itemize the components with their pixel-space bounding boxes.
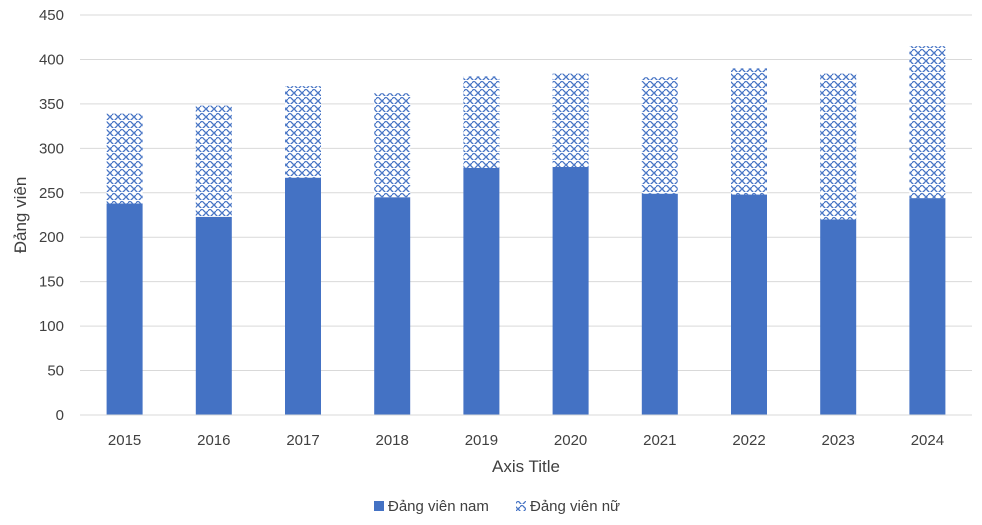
- y-tick-label: 150: [39, 274, 64, 291]
- legend: Đảng viên nam Đảng viên nữ: [374, 498, 620, 515]
- y-tick-label: 250: [39, 185, 64, 202]
- y-tick-label: 450: [39, 7, 64, 24]
- x-tick-label: 2017: [286, 432, 319, 449]
- bar-female-2018: [374, 93, 411, 198]
- y-tick-label: 300: [39, 140, 64, 157]
- bar-female-2023: [820, 73, 857, 220]
- y-tick-label: 50: [47, 363, 64, 380]
- x-tick-label: 2018: [376, 432, 409, 449]
- x-tick-label: 2015: [108, 432, 141, 449]
- x-axis-title: Axis Title: [492, 457, 560, 476]
- bar-male-2016: [195, 216, 232, 415]
- bar-female-2020: [552, 73, 589, 167]
- x-tick-label: 2016: [197, 432, 230, 449]
- bar-female-2019: [463, 76, 500, 168]
- bar-female-2024: [909, 46, 946, 199]
- legend-label-male: Đảng viên nam: [388, 498, 489, 515]
- bar-male-2017: [285, 177, 321, 415]
- bar-male-2020: [552, 167, 589, 415]
- y-tick-label: 400: [39, 51, 64, 68]
- x-tick-label: 2024: [911, 432, 944, 449]
- y-tick-label: 350: [39, 96, 64, 113]
- legend-swatch-male: [374, 501, 384, 511]
- bar-male-2021: [641, 193, 678, 415]
- bar-male-2023: [820, 219, 857, 415]
- y-axis-ticks: 0 50 100 150 200 250 300 350 400 450: [39, 7, 64, 424]
- x-axis-ticks: 2015 2016 2017 2018 2019 2020 2021 2022 2023 2024: [108, 432, 944, 449]
- x-tick-label: 2019: [465, 432, 498, 449]
- bar-female-2022: [731, 68, 767, 195]
- bar-male-2018: [374, 197, 411, 415]
- x-tick-label: 2021: [643, 432, 676, 449]
- bar-male-2019: [463, 167, 500, 415]
- bars: [106, 46, 946, 415]
- bar-female-2021: [641, 77, 678, 194]
- bar-female-2015: [106, 113, 143, 204]
- x-tick-label: 2020: [554, 432, 587, 449]
- legend-label-female: Đảng viên nữ: [530, 498, 620, 515]
- legend-swatch-female: [516, 501, 526, 511]
- x-tick-label: 2023: [822, 432, 855, 449]
- x-tick-label: 2022: [732, 432, 765, 449]
- bar-male-2024: [909, 198, 946, 415]
- y-tick-label: 200: [39, 229, 64, 246]
- bar-male-2022: [731, 194, 767, 415]
- bar-female-2016: [195, 105, 232, 217]
- bar-female-2017: [285, 86, 321, 178]
- bar-male-2015: [106, 203, 143, 415]
- y-tick-label: 100: [39, 318, 64, 335]
- y-axis-title: Đảng viên: [11, 177, 30, 254]
- y-tick-label: 0: [56, 407, 64, 424]
